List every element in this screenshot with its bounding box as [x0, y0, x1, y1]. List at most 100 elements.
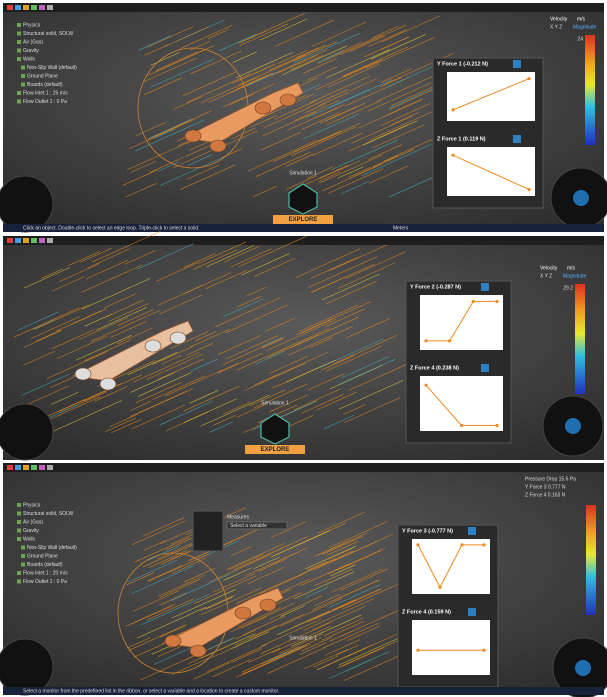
explore-button[interactable] [273, 215, 333, 224]
streamline [371, 155, 399, 168]
chart-button[interactable] [468, 527, 476, 535]
tree-item[interactable]: Air (Gas) [23, 39, 43, 45]
tree-item[interactable]: Flow Outlet 1 : 0 Pa [23, 579, 67, 585]
tree-item[interactable]: Non-Slip Wall (default) [27, 545, 77, 551]
measures-select-text[interactable]: Select a variable [230, 523, 267, 529]
tree-item[interactable]: Physics [23, 502, 41, 508]
streamline [136, 606, 207, 639]
ribbon-icon[interactable] [23, 5, 29, 10]
ribbon-icon[interactable] [7, 5, 13, 10]
streamline [332, 334, 398, 365]
legend-mode[interactable]: Magnitude [573, 24, 597, 30]
chart-button[interactable] [481, 364, 489, 372]
tree-item[interactable]: Boards (default) [27, 562, 63, 568]
streamline [183, 385, 240, 412]
streamline [228, 553, 264, 570]
tree-item[interactable]: Ground Plane [27, 553, 58, 559]
streamline [372, 124, 425, 149]
streamline [311, 278, 343, 293]
explore-label[interactable]: EXPLORE [289, 217, 318, 223]
tree-item[interactable]: Walls [23, 56, 36, 62]
simulation-hex[interactable] [288, 183, 318, 215]
streamline [269, 552, 298, 566]
viewport-panel: Y Force 2 (-0.287 N) Z Force 4 (0.238 N) V… [0, 230, 604, 461]
streamline [186, 343, 213, 356]
ribbon-icon[interactable] [23, 238, 29, 243]
streamline [159, 625, 186, 638]
streamline [149, 156, 184, 173]
explore-button[interactable] [245, 445, 305, 454]
tree-item[interactable]: Structural solid, SOLW [23, 31, 73, 37]
navigation-hub[interactable] [573, 190, 589, 206]
streamline [326, 541, 359, 556]
streamline [232, 51, 257, 63]
left-wheel[interactable] [0, 403, 54, 461]
ribbon-icon[interactable] [47, 5, 53, 10]
ribbon-icon[interactable] [39, 465, 45, 470]
streamline [327, 547, 386, 575]
ribbon-icon[interactable] [47, 238, 53, 243]
legend-mode[interactable]: Magnitude [563, 273, 587, 279]
simulation-label: Simulation 1 [261, 400, 289, 406]
tree-item[interactable]: Non-Slip Wall (default) [27, 65, 77, 71]
streamline [267, 334, 319, 359]
tree-item[interactable]: Structural solid, SOLW [23, 511, 73, 517]
monitor-item[interactable]: Y Force 3 0.777 N [525, 484, 566, 490]
chart-button[interactable] [468, 608, 476, 616]
explore-label[interactable]: EXPLORE [261, 447, 290, 453]
chart-button[interactable] [513, 135, 521, 143]
monitor-item[interactable]: Z Force 4 0.163 N [525, 492, 566, 498]
measures-select[interactable] [226, 521, 288, 530]
streamline [371, 25, 399, 39]
tree-item[interactable]: Gravity [23, 48, 39, 54]
navigation-hub[interactable] [575, 660, 591, 676]
chart-button[interactable] [513, 60, 521, 68]
monitor-item[interactable]: Pressure Drop 15.6 Pa [525, 476, 576, 482]
ribbon-icon[interactable] [31, 238, 37, 243]
ribbon-icon[interactable] [39, 5, 45, 10]
tree-item[interactable]: Ground Plane [27, 73, 58, 79]
ribbon-icon[interactable] [31, 465, 37, 470]
ribbon-icon[interactable] [23, 465, 29, 470]
streamline [131, 404, 185, 430]
tree-item[interactable]: Flow Inlet 1 : 25 m/s [23, 90, 68, 96]
streamline [291, 126, 357, 157]
streamline [158, 358, 204, 380]
streamline [140, 654, 197, 681]
streamline [187, 164, 220, 180]
legend-axes[interactable]: X Y Z [550, 24, 562, 30]
tree-item[interactable]: Air (Gas) [23, 519, 43, 525]
streamline [337, 636, 408, 668]
streamline [253, 556, 281, 569]
car-wheel [189, 644, 207, 658]
tree-item[interactable]: Walls [23, 536, 36, 542]
ribbon-icon[interactable] [7, 465, 13, 470]
streamline [147, 545, 180, 561]
tree-item[interactable]: Physics [23, 22, 41, 28]
simulation-hex[interactable] [260, 413, 290, 445]
chart-point [482, 543, 486, 547]
left-wheel[interactable] [0, 638, 54, 696]
ribbon-icon[interactable] [15, 465, 21, 470]
ribbon-icon[interactable] [39, 238, 45, 243]
streamline [310, 256, 359, 279]
tree-item[interactable]: Flow Inlet 1 : 20 m/s [23, 570, 68, 576]
streamline [296, 318, 334, 336]
streamline [184, 398, 237, 423]
ribbon-icon[interactable] [31, 5, 37, 10]
chart-button[interactable] [481, 283, 489, 291]
left-wheel[interactable] [0, 175, 54, 233]
tree-item[interactable]: Gravity [23, 528, 39, 534]
tree-item[interactable]: Flow Outlet 1 : 0 Pa [23, 99, 67, 105]
navigation-hub[interactable] [565, 418, 581, 434]
tree-item[interactable]: Boards (default) [27, 82, 63, 88]
plot-area [447, 147, 535, 196]
ribbon-icon[interactable] [15, 5, 21, 10]
ribbon-icon[interactable] [7, 238, 13, 243]
ribbon-icon[interactable] [15, 238, 21, 243]
ribbon-icon[interactable] [47, 465, 53, 470]
legend-axes[interactable]: X Y Z [540, 273, 552, 279]
streamline [260, 652, 287, 665]
streamline [303, 598, 374, 631]
streamline [154, 128, 176, 139]
